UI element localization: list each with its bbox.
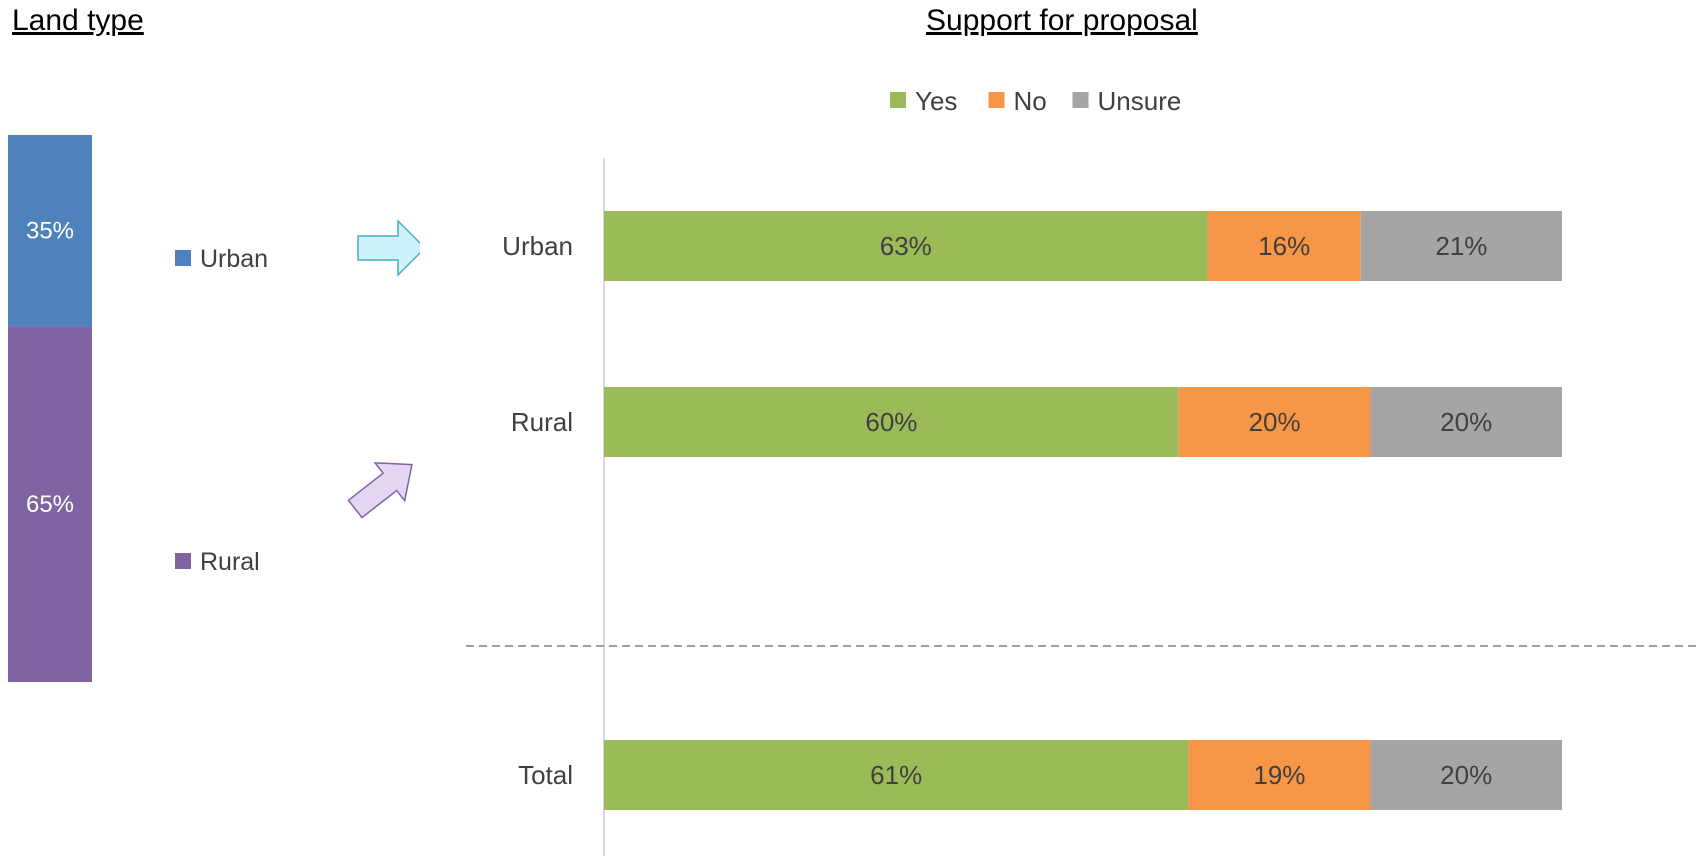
data-label-rural-unsure: 20%: [1440, 407, 1492, 437]
legend-yes: Yes: [915, 86, 957, 116]
land-bar-rural: [8, 326, 92, 682]
bar-urban-yes: [604, 211, 1208, 281]
data-label-urban-yes: 63%: [880, 231, 932, 261]
bar-rural-unsure: [1370, 387, 1562, 457]
bar-total-unsure: [1370, 740, 1562, 810]
category-label-rural: Rural: [511, 407, 573, 437]
rural-arrow-icon: [347, 462, 413, 519]
land-label-rural: 65%: [26, 491, 74, 518]
land-type-title: Land type: [12, 4, 144, 37]
category-label-total: Total: [518, 760, 573, 790]
land-type-chart: 35% 65% Urban Rural: [8, 135, 268, 682]
bar-total-no: [1188, 740, 1371, 810]
legend-swatch-yes: [890, 92, 906, 108]
bar-urban-no: [1207, 211, 1361, 281]
category-label-urban: Urban: [502, 231, 573, 261]
legend-swatch-no: [988, 92, 1005, 108]
legend-swatch-urban: [175, 250, 191, 266]
legend-swatch-rural: [175, 553, 191, 569]
bar-rural-no: [1178, 387, 1371, 457]
data-label-urban-no: 16%: [1258, 231, 1310, 261]
legend-unsure: Unsure: [1098, 86, 1182, 116]
urban-arrow-icon: [357, 219, 420, 277]
support-title: Support for proposal: [926, 4, 1198, 37]
bar-total-yes: [604, 740, 1189, 810]
legend-swatch-unsure: [1072, 92, 1089, 108]
legend-no: No: [1014, 86, 1047, 116]
bar-urban-unsure: [1360, 211, 1562, 281]
data-label-urban-unsure: 21%: [1435, 231, 1487, 261]
data-label-rural-yes: 60%: [865, 407, 917, 437]
legend-rural: Rural: [200, 548, 260, 576]
data-label-total-yes: 61%: [870, 760, 922, 790]
land-bar-urban: [8, 135, 92, 327]
data-label-total-unsure: 20%: [1440, 760, 1492, 790]
legend-urban: Urban: [200, 245, 268, 273]
data-label-total-no: 19%: [1253, 760, 1305, 790]
bar-rural-yes: [604, 387, 1179, 457]
data-label-rural-no: 20%: [1249, 407, 1301, 437]
land-label-urban: 35%: [26, 218, 74, 245]
arrows-layer: [347, 219, 420, 519]
